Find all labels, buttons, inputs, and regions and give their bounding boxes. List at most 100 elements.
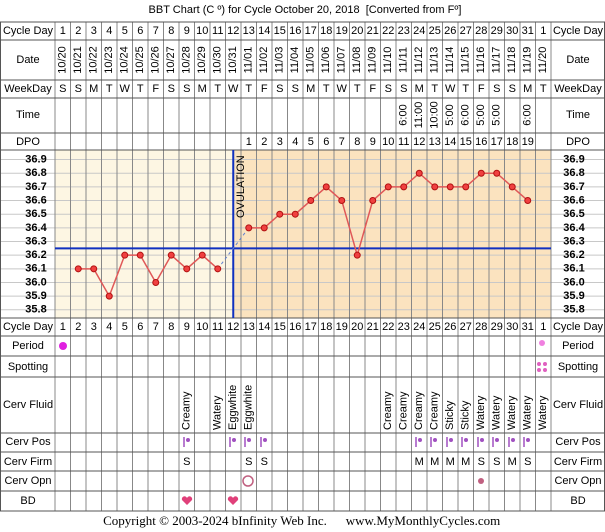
icons: [59, 340, 547, 505]
time: 5:00: [491, 104, 503, 125]
cycle-day: 23: [398, 321, 410, 333]
dpo: 3: [277, 136, 283, 148]
temperature-point: [493, 169, 501, 177]
cycle-day: 24: [413, 321, 425, 333]
row-label: Cycle Day: [553, 321, 604, 333]
cycle-day: 16: [289, 321, 301, 333]
row-label: Cerv Fluid: [3, 399, 53, 411]
weekday: S: [168, 83, 175, 95]
temperature-point: [291, 210, 299, 218]
time: 10:00: [429, 101, 441, 129]
temperature-point: [400, 183, 408, 191]
row-label: Cerv Pos: [5, 436, 51, 448]
cerv-firm: M: [461, 456, 470, 468]
time: 5:00: [444, 104, 456, 125]
weekday: T: [214, 83, 221, 95]
cerv-firm: M: [446, 456, 455, 468]
dpo: 16: [475, 136, 487, 148]
cerv-fluid: Watery: [537, 395, 549, 430]
date: 10/31: [227, 46, 239, 74]
cerv-firm: S: [183, 456, 190, 468]
dpo: 18: [506, 136, 518, 148]
y-tick-label: 36.2: [563, 249, 584, 261]
weekday: M: [415, 83, 424, 95]
weekday: M: [198, 83, 207, 95]
y-tick-label: 36.8: [563, 167, 584, 179]
cerv-firm: S: [261, 456, 268, 468]
temperature-point: [276, 210, 284, 218]
cerv-fluid: Creamy: [429, 391, 441, 430]
y-tick-label: 36.5: [25, 208, 46, 220]
weekday: M: [89, 83, 98, 95]
date: 11/04: [289, 47, 301, 74]
cycle-day: 8: [168, 25, 174, 37]
cerv-firm: S: [493, 456, 500, 468]
row-label: Cycle Day: [553, 25, 604, 37]
cycle-day: 15: [274, 321, 286, 333]
temperature-point: [338, 197, 346, 205]
temperature-point: [105, 292, 113, 300]
cycle-day: 18: [320, 25, 332, 37]
y-tick-label: 36.2: [25, 249, 46, 261]
cycle-day: 26: [444, 321, 456, 333]
time: 6:00: [398, 104, 410, 125]
date: 10/22: [88, 46, 100, 74]
weekday: S: [509, 83, 516, 95]
weekday: M: [306, 83, 315, 95]
weekday: T: [354, 83, 361, 95]
dpo: 1: [246, 136, 252, 148]
cycle-day: 20: [351, 321, 363, 333]
y-tick-label: 36.0: [25, 276, 46, 288]
cycle-day: 31: [522, 321, 534, 333]
cycle-day: 14: [258, 25, 270, 37]
time: 11:00: [413, 102, 425, 129]
cycle-day: 17: [305, 321, 317, 333]
cycle-day: 3: [91, 321, 97, 333]
date: 11/13: [429, 47, 441, 74]
cycle-day: 28: [475, 25, 487, 37]
date: 11/03: [274, 47, 286, 74]
y-tick-label: 35.8: [563, 304, 584, 316]
row-label: DPO: [16, 136, 40, 148]
dpo: 2: [261, 136, 267, 148]
date: 10/26: [150, 46, 162, 74]
date: 11/09: [367, 47, 379, 74]
temperature-point: [152, 278, 160, 286]
date: 11/06: [320, 47, 332, 74]
cycle-day: 14: [258, 321, 270, 333]
weekday: T: [106, 83, 113, 95]
date: 11/10: [382, 47, 394, 74]
cerv-fluid: Watery: [522, 395, 534, 430]
temperature-point: [121, 251, 129, 259]
weekday: T: [540, 83, 547, 95]
cycle-day: 29: [491, 321, 503, 333]
weekday: W: [120, 83, 131, 95]
weekday: F: [261, 83, 268, 95]
cycle-day: 6: [137, 25, 143, 37]
cycle-day: 25: [429, 321, 441, 333]
cycle-day: 1: [540, 25, 546, 37]
dpo: 7: [339, 136, 345, 148]
chart-title: BBT Chart (C º) for Cycle October 20, 20…: [149, 4, 462, 16]
cerv-fluid: Creamy: [181, 391, 193, 430]
temperature-point: [74, 265, 82, 273]
weekday: S: [75, 83, 82, 95]
cerv-fluid: Watery: [506, 395, 518, 430]
time: 5:00: [475, 104, 487, 125]
cerv-fluid: Creamy: [398, 391, 410, 430]
date: 10/30: [212, 46, 224, 74]
temperature-point: [198, 251, 206, 259]
weekday: S: [59, 83, 66, 95]
row-label: Cycle Day: [3, 25, 54, 37]
bd-icon: [181, 496, 193, 505]
y-tick-label: 35.9: [563, 290, 584, 302]
row-label: Date: [566, 54, 589, 66]
cycle-day: 3: [91, 25, 97, 37]
row-label: Cycle Day: [3, 321, 54, 333]
cycle-day: 22: [382, 321, 394, 333]
dpo: 5: [308, 136, 314, 148]
date: 10/29: [196, 46, 208, 74]
row-label: Time: [16, 109, 40, 121]
date: 10/24: [119, 46, 131, 74]
